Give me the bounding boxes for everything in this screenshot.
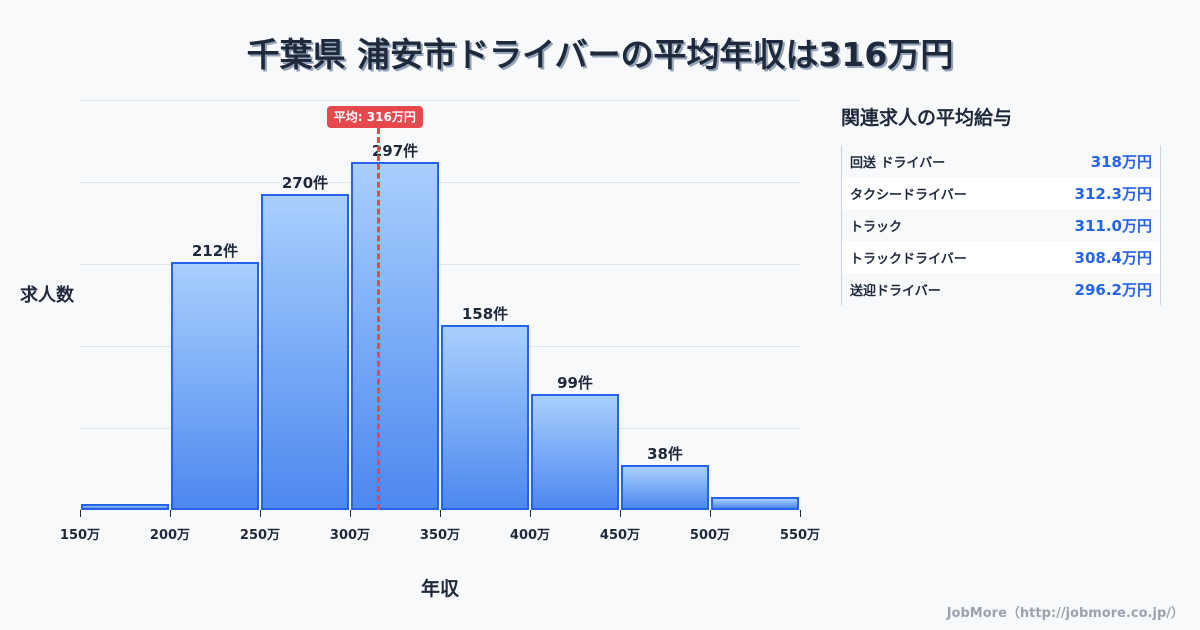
job-salary: 312.3万円 bbox=[1074, 184, 1152, 203]
job-salary: 318万円 bbox=[1090, 152, 1152, 171]
job-name: 送迎ドライバー bbox=[850, 283, 941, 299]
bar-value-label: 297件 bbox=[371, 142, 419, 160]
x-tick bbox=[620, 510, 621, 517]
gridline bbox=[80, 182, 800, 183]
histogram-bar bbox=[531, 394, 619, 510]
job-salary: 311.0万円 bbox=[1074, 216, 1152, 235]
mean-line bbox=[377, 128, 381, 510]
bar-value-label: 158件 bbox=[461, 305, 509, 323]
bar-value-label: 270件 bbox=[281, 174, 329, 192]
x-tick bbox=[350, 510, 351, 517]
x-tick bbox=[530, 510, 531, 517]
job-name: トラック bbox=[850, 219, 903, 235]
y-axis-label: 求人数 bbox=[20, 285, 74, 306]
table-row: 回送 ドライバー 318万円 bbox=[842, 145, 1160, 177]
histogram-chart: 212件 270件 297件 158件 99件 38件 150万 200万 250万 300万 3… bbox=[20, 100, 821, 600]
histogram-bar bbox=[81, 504, 169, 510]
histogram-bar bbox=[711, 497, 799, 510]
x-tick-label: 500万 bbox=[689, 528, 731, 543]
x-tick bbox=[260, 510, 261, 517]
histogram-bar bbox=[441, 325, 529, 510]
job-salary: 296.2万円 bbox=[1074, 280, 1152, 299]
job-name: タクシードライバー bbox=[850, 187, 967, 203]
gridline bbox=[80, 100, 800, 101]
mean-badge: 平均: 316万円 bbox=[326, 106, 423, 128]
x-tick bbox=[80, 510, 81, 517]
x-tick-label: 150万 bbox=[59, 528, 101, 543]
x-tick-label: 200万 bbox=[149, 528, 191, 543]
bar-value-label: 212件 bbox=[191, 242, 239, 260]
x-tick-label: 450万 bbox=[599, 528, 641, 543]
page-title: 千葉県 浦安市ドライバーの平均年収は316万円 bbox=[246, 35, 954, 74]
bar-value-label: 99件 bbox=[557, 374, 593, 392]
histogram-bar bbox=[621, 465, 709, 510]
x-tick-label: 400万 bbox=[509, 528, 551, 543]
job-name: トラックドライバー bbox=[850, 251, 967, 267]
x-tick-label: 250万 bbox=[239, 528, 281, 543]
bar-value-label: 38件 bbox=[647, 445, 683, 463]
histogram-bar bbox=[171, 262, 259, 510]
histogram-bar bbox=[351, 162, 439, 510]
x-axis-label: 年収 bbox=[420, 578, 459, 600]
x-tick-label: 550万 bbox=[779, 528, 821, 543]
table-row: トラックドライバー 308.4万円 bbox=[842, 241, 1160, 273]
histogram-bar bbox=[261, 194, 349, 510]
x-tick bbox=[440, 510, 441, 517]
job-name: 回送 ドライバー bbox=[850, 155, 946, 171]
footer-credit: JobMore（http://jobmore.co.jp/） bbox=[946, 606, 1184, 621]
related-jobs-table: 回送 ドライバー 318万円 タクシードライバー 312.3万円 トラック 31… bbox=[841, 145, 1161, 305]
job-salary: 308.4万円 bbox=[1074, 248, 1152, 267]
table-row: タクシードライバー 312.3万円 bbox=[842, 177, 1160, 209]
gridline bbox=[80, 264, 800, 265]
gridline bbox=[80, 346, 800, 347]
table-row: トラック 311.0万円 bbox=[842, 209, 1160, 241]
gridline bbox=[80, 428, 800, 429]
table-row: 送迎ドライバー 296.2万円 bbox=[842, 273, 1160, 305]
x-tick bbox=[170, 510, 171, 517]
x-tick-label: 300万 bbox=[329, 528, 371, 543]
x-tick-label: 350万 bbox=[419, 528, 461, 543]
x-tick bbox=[710, 510, 711, 517]
x-tick bbox=[800, 510, 801, 517]
related-jobs-title: 関連求人の平均給与 bbox=[841, 107, 1013, 129]
